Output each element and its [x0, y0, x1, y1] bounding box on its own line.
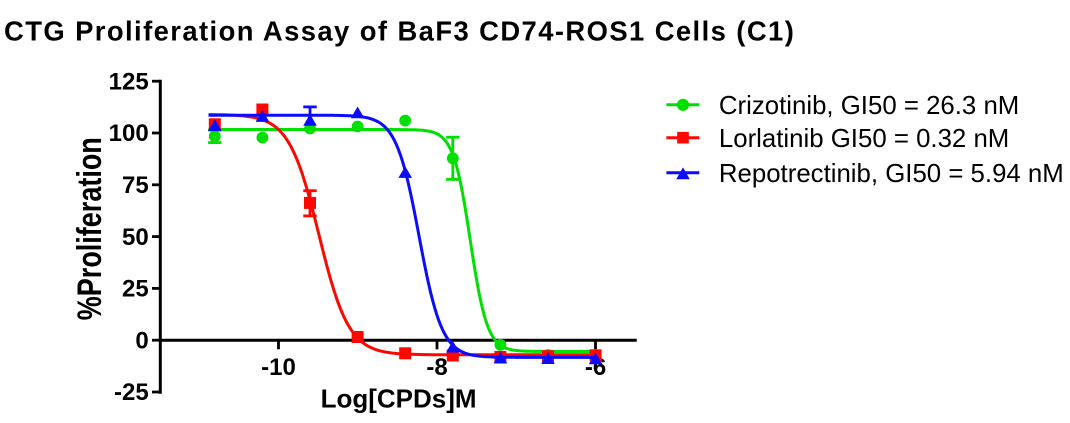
svg-text:-8: -8	[426, 354, 447, 381]
svg-text:75: 75	[122, 172, 149, 199]
svg-text:100: 100	[109, 120, 149, 147]
svg-text:25: 25	[122, 276, 149, 303]
svg-text:Repotrectinib, GI50 = 5.94 nM: Repotrectinib, GI50 = 5.94 nM	[719, 160, 1064, 188]
svg-text:Log[CPDs]M: Log[CPDs]M	[321, 384, 477, 414]
svg-text:0: 0	[135, 327, 148, 354]
svg-text:-25: -25	[114, 379, 149, 406]
svg-text:%Proliferation: %Proliferation	[71, 137, 109, 320]
svg-text:125: 125	[109, 68, 149, 95]
svg-text:CTG Proliferation Assay of BaF: CTG Proliferation Assay of BaF3 CD74-ROS…	[4, 16, 795, 47]
svg-text:Crizotinib, GI50 = 26.3 nM: Crizotinib, GI50 = 26.3 nM	[719, 92, 1019, 120]
svg-text:-10: -10	[261, 354, 296, 381]
svg-text:Lorlatinib GI50 = 0.32 nM: Lorlatinib GI50 = 0.32 nM	[719, 125, 1009, 153]
svg-text:50: 50	[122, 224, 149, 251]
